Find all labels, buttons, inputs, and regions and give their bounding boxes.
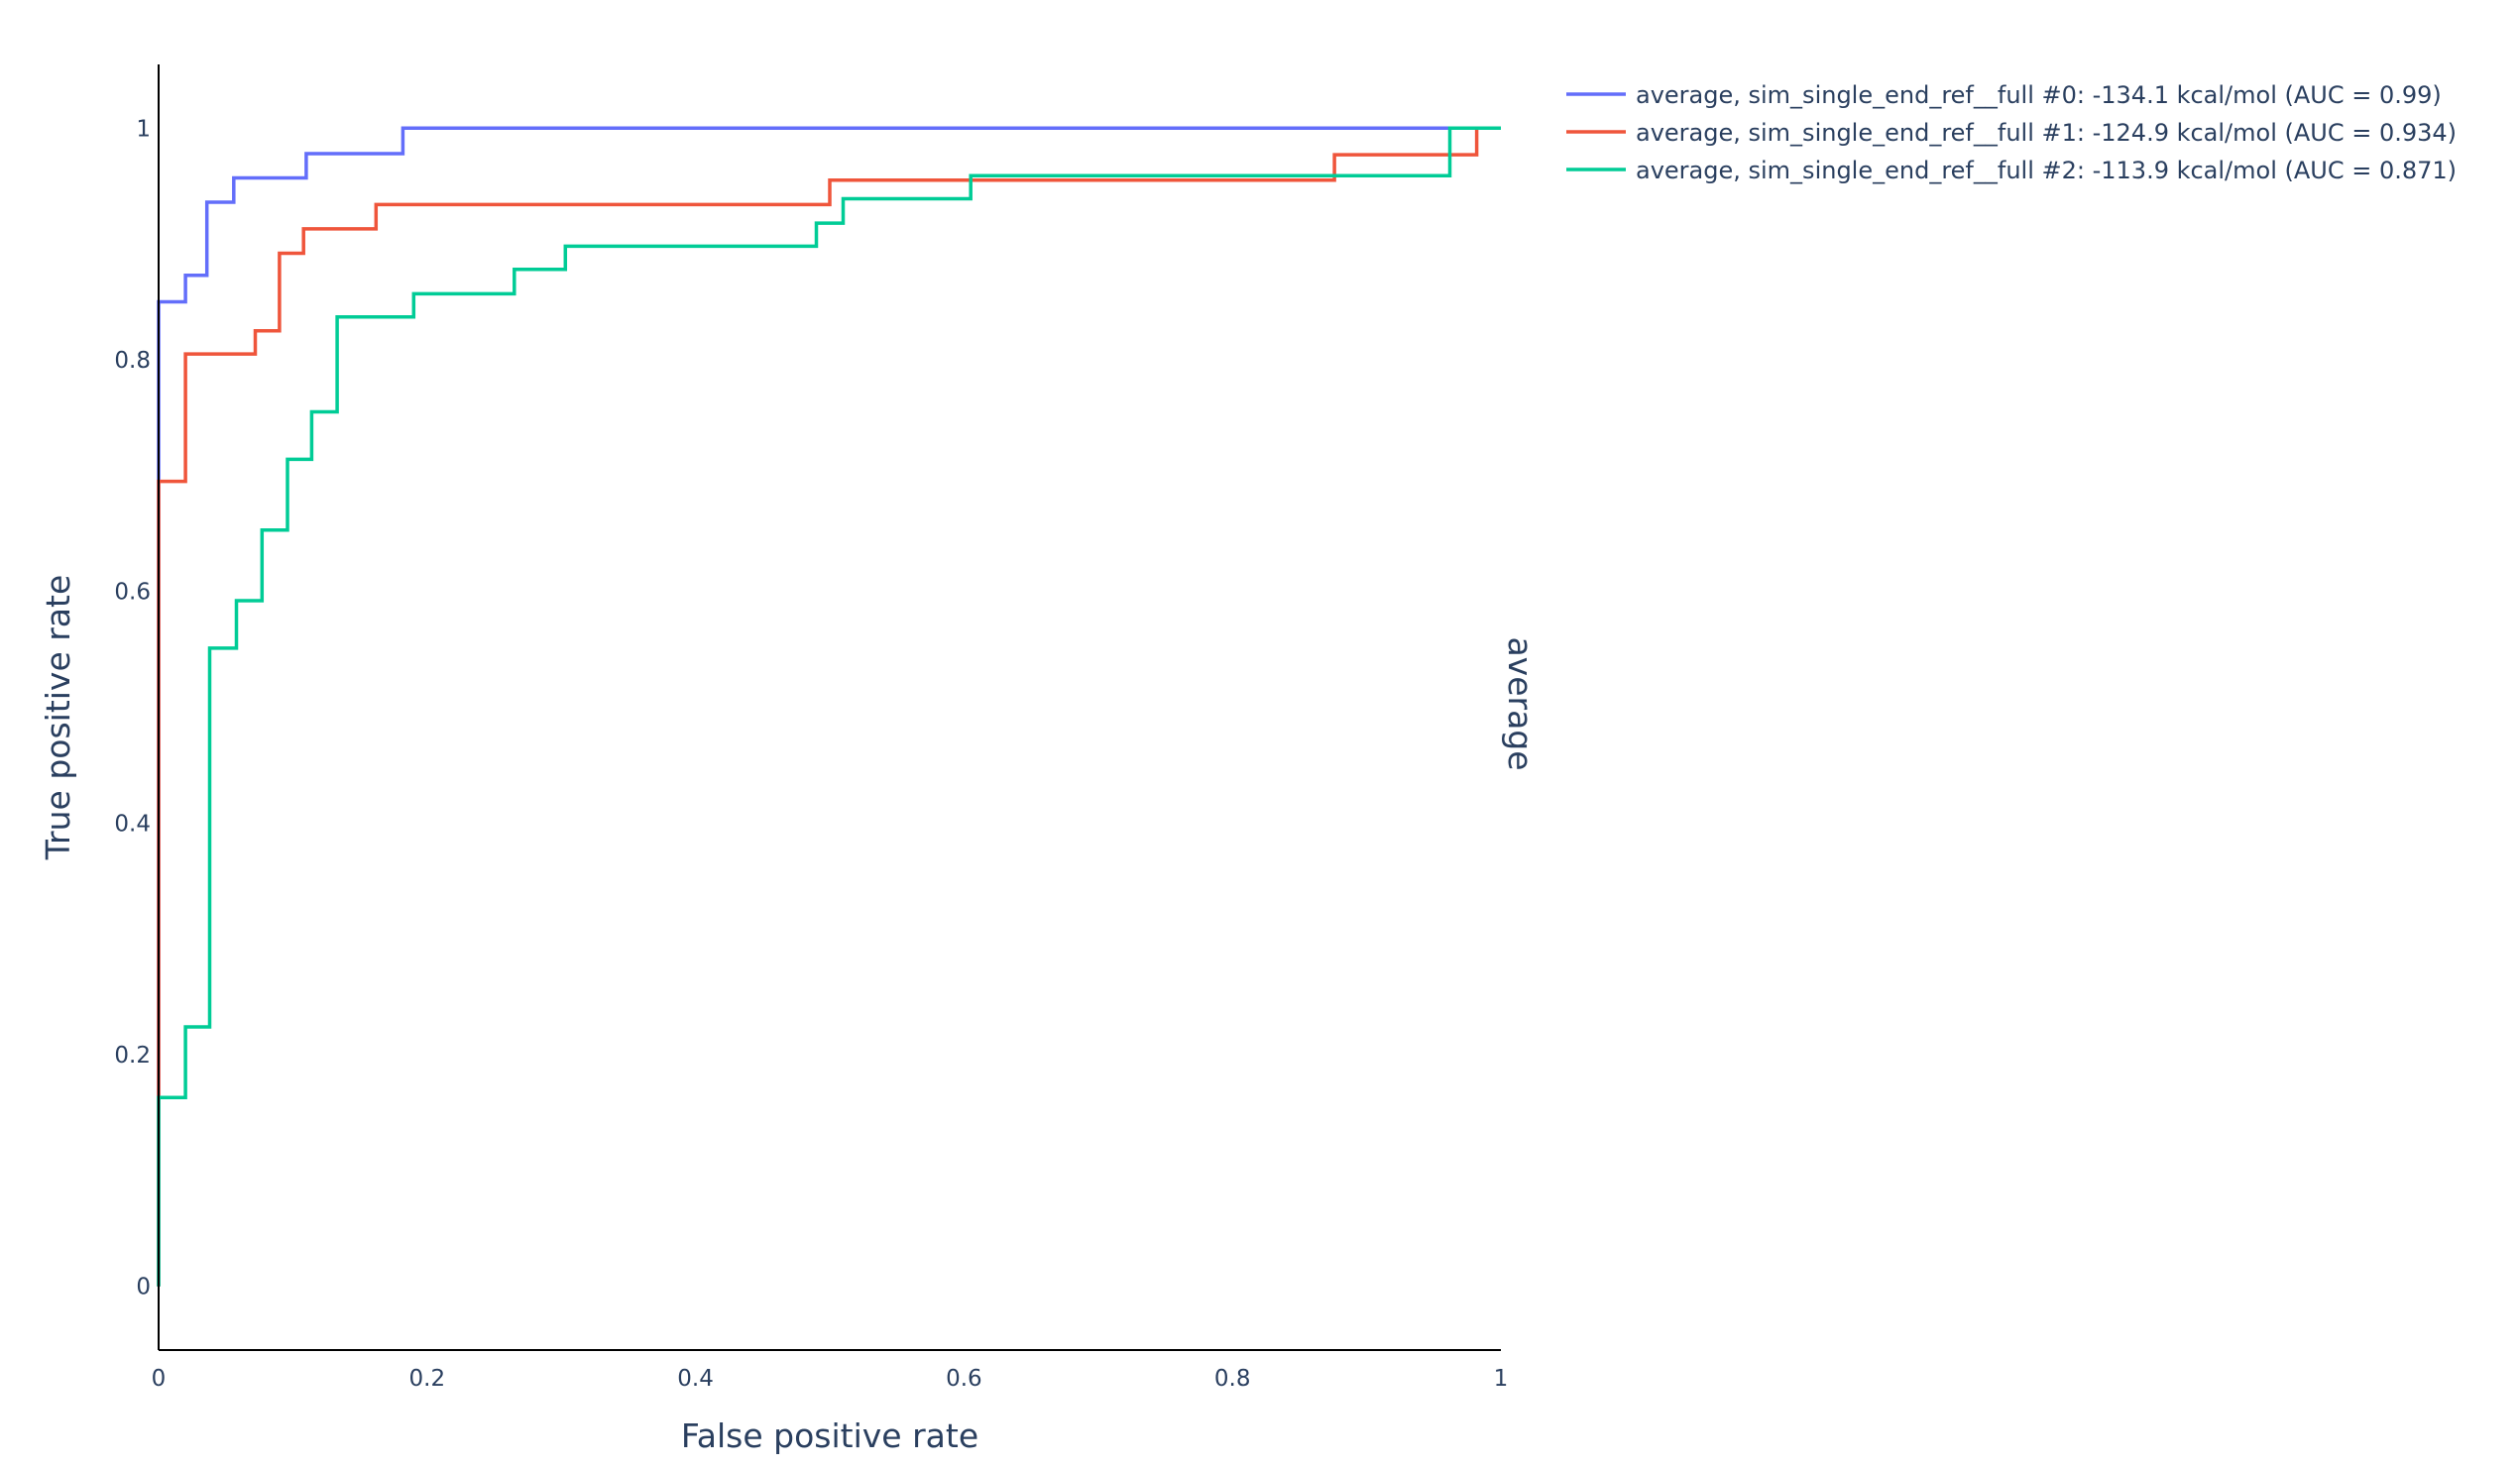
x-axis-ticks: 0 0.2 0.4 0.6 0.8 1	[152, 1366, 1509, 1392]
y-tick-label: 0.4	[114, 811, 151, 837]
legend-item-1[interactable]: average, sim_single_end_ref__full #1: -1…	[1566, 119, 2457, 147]
x-tick-label: 1	[1494, 1366, 1509, 1392]
y-tick-label: 0.8	[114, 348, 151, 374]
legend-label: average, sim_single_end_ref__full #1: -1…	[1636, 119, 2457, 147]
y-axis-ticks: 0 0.2 0.4 0.6 0.8 1	[114, 116, 151, 1300]
y-tick-label: 1	[136, 116, 151, 142]
x-tick-label: 0	[152, 1366, 167, 1392]
y-tick-label: 0.2	[114, 1043, 151, 1069]
y-tick-label: 0.6	[114, 580, 151, 606]
roc-series-line-2	[157, 126, 1501, 1287]
x-tick-label: 0.4	[677, 1366, 714, 1392]
legend[interactable]: average, sim_single_end_ref__full #0: -1…	[1566, 81, 2457, 184]
roc-series-line-1	[157, 126, 1501, 1287]
legend-label: average, sim_single_end_ref__full #2: -1…	[1636, 157, 2457, 184]
facet-label: average	[1501, 636, 1540, 770]
roc-series-line-0	[157, 126, 1501, 1287]
x-axis-title: False positive rate	[681, 1416, 978, 1455]
plot-area	[157, 126, 1501, 1287]
y-tick-label: 0	[136, 1275, 151, 1300]
legend-item-0[interactable]: average, sim_single_end_ref__full #0: -1…	[1566, 81, 2442, 109]
legend-label: average, sim_single_end_ref__full #0: -1…	[1636, 81, 2442, 109]
y-axis-title: True positive rate	[39, 575, 77, 861]
x-tick-label: 0.8	[1214, 1366, 1251, 1392]
x-tick-label: 0.6	[946, 1366, 982, 1392]
legend-item-2[interactable]: average, sim_single_end_ref__full #2: -1…	[1566, 157, 2457, 184]
x-tick-label: 0.2	[409, 1366, 446, 1392]
